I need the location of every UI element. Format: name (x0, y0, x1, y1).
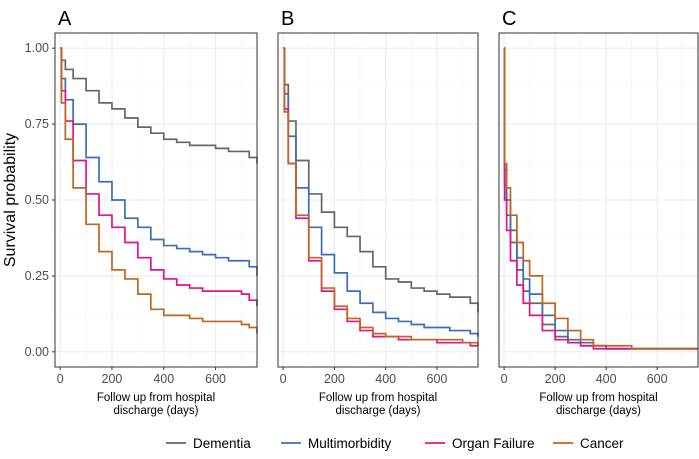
panel-c: 0 200 400 600 C Follow up from hospitaldischa… (498, 8, 699, 417)
x-tick-label: 400 (375, 372, 396, 386)
x-tick-label: 600 (427, 372, 448, 386)
legend-item-organ-failure: Organ Failure (425, 436, 535, 451)
legend-label: Dementia (193, 436, 251, 451)
series-line-organ-failure (283, 47, 478, 347)
x-tick-label: 200 (102, 372, 123, 386)
panel-a: 0 200 400 600 0.00 0.25 0.50 0.75 1.00 A Follow up… (25, 8, 258, 417)
x-tick-label: 400 (596, 372, 617, 386)
series-line-organ-failure (60, 47, 258, 307)
series-line-dementia (503, 47, 698, 350)
x-tick-label: 400 (153, 372, 174, 386)
series-line-dementia (60, 47, 258, 164)
y-tick-label: 1.00 (25, 41, 49, 55)
legend-item-dementia: Dementia (166, 436, 251, 451)
x-axis-title: discharge (days) (113, 405, 198, 417)
y-axis-title: Survival probability (2, 133, 19, 267)
series-line-cancer (283, 47, 479, 346)
legend-item-multimorbidity: Multimorbidity (281, 436, 392, 451)
y-tick-label: 0.25 (25, 269, 49, 283)
legend-label: Organ Failure (452, 436, 535, 451)
legend-item-cancer: Cancer (553, 436, 624, 451)
x-axis-title: Follow up from hospital (319, 392, 437, 404)
series-line-cancer (503, 47, 698, 350)
y-tick-label: 0.00 (25, 345, 49, 359)
x-tick-label: 200 (324, 372, 345, 386)
panel-tag: B (281, 8, 294, 30)
y-tick-label: 0.50 (25, 193, 49, 207)
x-tick-label: 600 (205, 372, 226, 386)
series-line-organ-failure (503, 47, 698, 350)
x-tick-label: 200 (545, 372, 566, 386)
series-line-cancer (60, 47, 258, 334)
x-tick-label: 0 (57, 372, 64, 386)
x-tick-label: 0 (501, 372, 508, 386)
panel-tag: C (502, 8, 516, 30)
series-line-dementia (283, 47, 479, 313)
panel-border (498, 32, 699, 368)
x-axis-title: Follow up from hospital (97, 392, 215, 404)
x-tick-label: 600 (647, 372, 668, 386)
series-line-multimorbidity (60, 47, 258, 276)
x-axis-title: discharge (days) (556, 405, 641, 417)
x-axis-title: Follow up from hospital (539, 392, 657, 404)
panel-b: 0 200 400 600 B Follow up from hospitaldischa… (277, 8, 479, 417)
legend-label: Cancer (580, 436, 624, 451)
legend-label: Multimorbidity (308, 436, 392, 451)
y-tick-label: 0.75 (25, 117, 49, 131)
panel-tag: A (58, 8, 72, 30)
x-axis-title: discharge (days) (335, 405, 420, 417)
panel-border (277, 32, 479, 368)
x-tick-label: 0 (280, 372, 287, 386)
